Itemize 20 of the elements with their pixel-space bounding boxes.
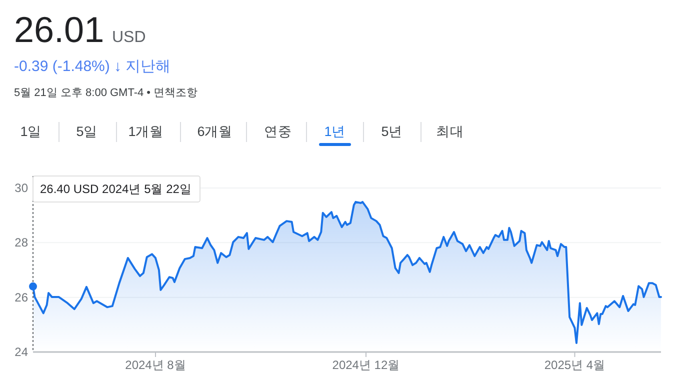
text: USD <box>112 29 146 46</box>
text: 1개월 <box>128 124 164 139</box>
text: 6개월 <box>197 124 233 139</box>
y-tick-label: 28 <box>14 236 28 250</box>
text: 최대 <box>436 124 464 139</box>
text: 5년 <box>381 124 403 139</box>
text: -0.39 (-1.48%) ↓ 지난해 <box>14 58 171 75</box>
text: 1일 <box>20 124 42 139</box>
chart-subtitle: 5월 21일 오후 8:00 GMT-4 • 면책조항 <box>14 87 198 99</box>
text: 5일 <box>76 124 98 139</box>
y-tick-label: 24 <box>14 345 28 359</box>
x-tick-label: 2024년 8월 <box>125 358 186 372</box>
y-tick-label: 26 <box>14 290 28 304</box>
text: 연중 <box>264 124 292 139</box>
annotation: 26.40 USD 2024년 5월 22일 <box>40 182 192 196</box>
y-tick-label: 30 <box>14 181 28 195</box>
x-tick-label: 2025년 4월 <box>544 358 606 372</box>
chart-title: 26.01 <box>14 9 104 50</box>
text: 1년 <box>324 124 346 139</box>
x-tick-label: 2024년 12월 <box>332 358 400 372</box>
